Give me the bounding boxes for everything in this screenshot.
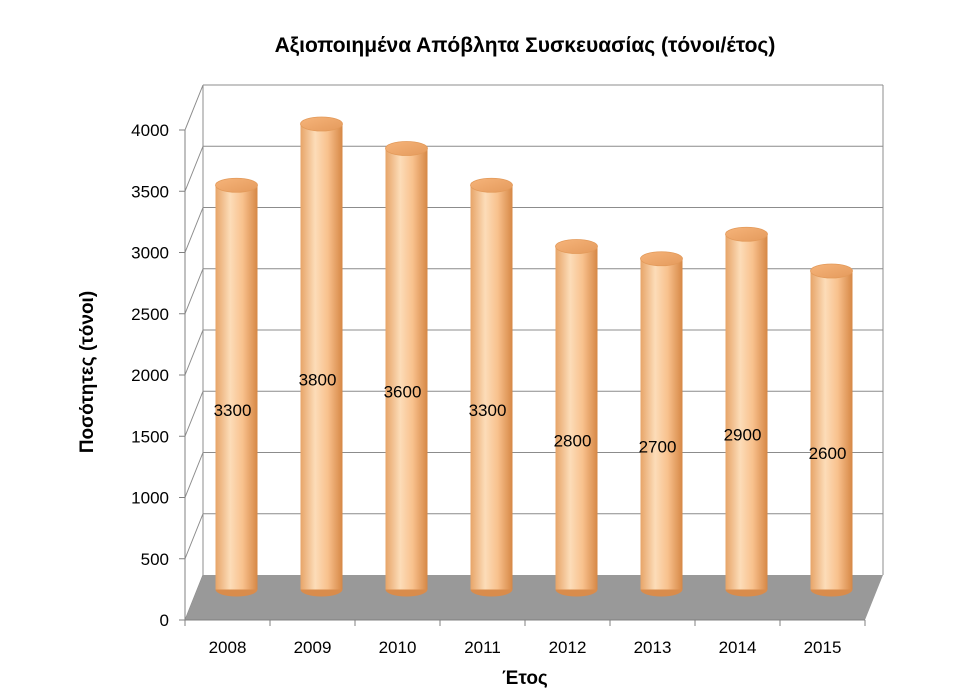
data-label: 3300 [214,401,252,420]
y-tick-label: 500 [141,550,169,569]
side-gridline [184,268,204,314]
y-tick-label: 0 [160,611,169,630]
y-tick-label: 3500 [131,182,169,201]
chart-floor [185,575,883,620]
data-label: 3800 [299,370,337,389]
bar-top [215,177,258,193]
x-tick-label: 2010 [379,638,417,657]
data-label: 3300 [469,401,507,420]
bar [300,124,343,590]
data-label: 2600 [809,444,847,463]
data-label: 3600 [384,383,422,402]
side-gridline [184,329,204,376]
data-label: 2800 [554,432,592,451]
x-tick-label: 2009 [294,638,332,657]
y-tick-label: 1500 [131,427,169,446]
bar-top [300,116,343,132]
x-tick-label: 2011 [464,638,501,657]
y-axis-title: Ποσότητες (τόνοι) [77,291,98,453]
data-label: 2700 [639,438,677,457]
chart-title: Αξιοποιημένα Απόβλητα Συσκευασίας (τόνοι… [275,34,776,57]
x-tick-label: 2014 [719,638,757,657]
side-gridline [184,513,204,559]
bar [215,185,258,590]
y-tick-label: 3000 [131,244,169,263]
x-tick-label: 2015 [804,638,842,657]
bar-top [810,263,853,279]
x-tick-label: 2012 [549,638,587,657]
plot-area: 0 500 1000 1500 2000 2500 3000 3500 4000 3300 2008… [131,84,884,657]
y-tick-label: 2000 [131,366,169,385]
bar [640,258,683,590]
y-tick-label: 4000 [131,121,169,140]
bar-top [470,177,513,193]
y-tick-label: 1000 [131,489,169,508]
bar [555,246,598,590]
bar [810,271,853,590]
side-gridline [184,452,204,498]
side-gridline [184,84,204,131]
x-tick-label: 2008 [209,638,247,657]
bar-top [555,239,598,254]
x-tick-label: 2013 [634,638,672,657]
bar [470,185,513,590]
data-label: 2900 [724,425,762,444]
side-gridline [184,207,204,253]
x-axis-title: Έτος [502,668,548,689]
bar [725,234,768,590]
bar-top [385,141,428,156]
y-tick-label: 2500 [131,305,169,324]
bar [385,148,428,590]
side-gridline [184,146,204,192]
side-gridline [184,391,204,437]
bar-top [640,251,683,267]
bar-top [725,226,768,242]
